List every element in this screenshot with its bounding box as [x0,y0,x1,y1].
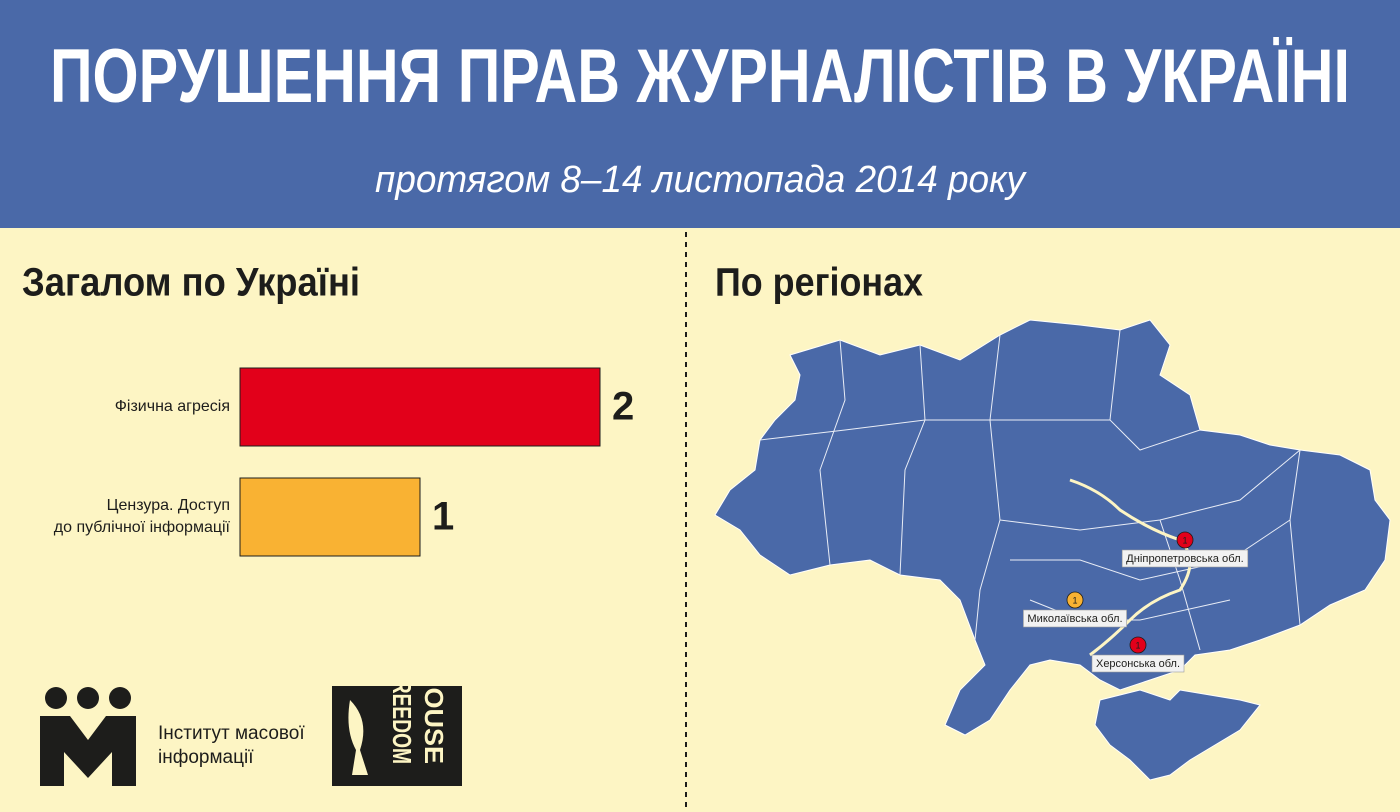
region-label-box [1121,549,1249,568]
marker-value: 1 [1072,595,1077,605]
region-label: Дніпропетровська обл. [1126,553,1244,565]
logo-text: FREEDOM [387,668,417,764]
bar [239,477,421,557]
value-label: 2 [612,385,634,429]
region-label-box [1091,654,1185,673]
marker [1066,591,1084,609]
region-label: Херсонська обл. [1096,658,1180,670]
header-band [0,0,1400,228]
region-markers: 1 Дніпропетровська обл. 1 Миколаївська обл.… [1023,531,1249,673]
section-title: Загалом по Україні [22,261,360,305]
logo-text: HOUSE [419,668,449,764]
bar-chart: 2 Фізична агресія 1 Цензура. Доступ до публ… [53,367,634,557]
marker [1129,636,1147,654]
category-label: Фізична агресія [114,398,230,415]
category-label-box: Фізична агресія [114,398,230,415]
region-label-box [1023,609,1127,628]
title: ПОРУШЕННЯ ПРАВ ЖУРНАЛІСТІВ В УКРАЇНІ [50,34,1350,119]
marker-value: 1 [1182,535,1187,545]
section-title: По регіонах [715,261,923,305]
imi-name: Інститут масової інформації [158,723,305,768]
region-borders [759,329,1301,651]
subtitle: протягом 8–14 листопада 2014 року [375,159,1027,201]
bar [239,367,601,447]
imi-logo: Інститут масової інформації [40,687,305,786]
category-label: Цензура. Доступ до публічної інформації [53,497,230,536]
map: 1 Дніпропетровська обл. 1 Миколаївська обл.… [714,319,1391,781]
region-label: Миколаївська обл. [1027,613,1122,625]
crimea [1094,689,1261,781]
category-label-box: Цензура. Доступ до публічної інформації [53,497,230,536]
marker-value: 1 [1135,640,1140,650]
freedom-house-logo: FREEDOM HOUSE [332,668,462,786]
value-label: 1 [432,495,454,539]
ukraine-mainland [714,319,1391,736]
marker [1176,531,1194,549]
